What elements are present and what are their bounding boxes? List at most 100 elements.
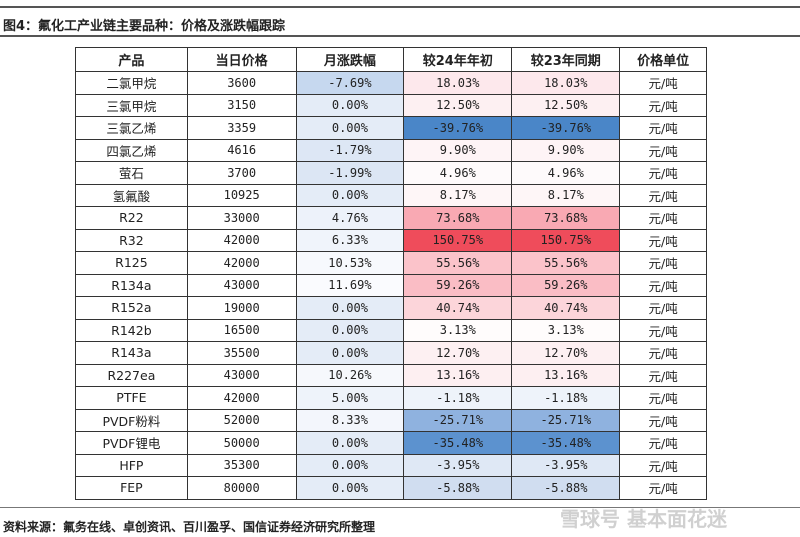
yoy-cell: 55.56% bbox=[511, 251, 621, 275]
table-row: 三氯乙烯 3359 0.00% -39.76% -39.76% 元/吨 bbox=[75, 116, 707, 140]
mom-cell: 0.00% bbox=[295, 341, 405, 365]
mom-cell: 0.00% bbox=[295, 453, 405, 477]
table-header-row: 产品 当日价格 月涨跌幅 较24年年初 较23年同期 价格单位 bbox=[75, 47, 707, 72]
table-row: FEP 80000 0.00% -5.88% -5.88% 元/吨 bbox=[75, 476, 707, 500]
product-cell: 二氯甲烷 bbox=[75, 71, 188, 95]
table-row: 三氯甲烷 3150 0.00% 12.50% 12.50% 元/吨 bbox=[75, 93, 707, 117]
mom-cell: 0.00% bbox=[295, 476, 405, 500]
price-cell: 35300 bbox=[186, 453, 297, 477]
unit-cell: 元/吨 bbox=[619, 476, 707, 500]
mom-cell: 6.33% bbox=[295, 228, 405, 252]
price-cell: 43000 bbox=[186, 363, 297, 387]
yoy-cell: -35.48% bbox=[511, 431, 621, 455]
product-cell: PVDF锂电 bbox=[75, 431, 188, 455]
mom-cell: -1.99% bbox=[295, 161, 405, 185]
table-row: R32 42000 6.33% 150.75% 150.75% 元/吨 bbox=[75, 228, 707, 252]
ytd-cell: 150.75% bbox=[403, 228, 513, 252]
unit-cell: 元/吨 bbox=[619, 206, 707, 230]
bottom-rule bbox=[0, 507, 800, 508]
unit-cell: 元/吨 bbox=[619, 386, 707, 410]
ytd-cell: 59.26% bbox=[403, 273, 513, 297]
table-row: R227ea 43000 10.26% 13.16% 13.16% 元/吨 bbox=[75, 363, 707, 387]
product-cell: 三氯乙烯 bbox=[75, 116, 188, 140]
title-rule bbox=[0, 35, 800, 37]
unit-cell: 元/吨 bbox=[619, 183, 707, 207]
table-row: R134a 43000 11.69% 59.26% 59.26% 元/吨 bbox=[75, 273, 707, 297]
ytd-cell: -25.71% bbox=[403, 408, 513, 432]
ytd-cell: -3.95% bbox=[403, 453, 513, 477]
ytd-cell: -1.18% bbox=[403, 386, 513, 410]
mom-cell: 5.00% bbox=[295, 386, 405, 410]
price-cell: 3700 bbox=[186, 161, 297, 185]
yoy-cell: 59.26% bbox=[511, 273, 621, 297]
table-row: R143a 35500 0.00% 12.70% 12.70% 元/吨 bbox=[75, 341, 707, 365]
price-cell: 80000 bbox=[186, 476, 297, 500]
price-cell: 10925 bbox=[186, 183, 297, 207]
product-cell: 萤石 bbox=[75, 161, 188, 185]
price-cell: 42000 bbox=[186, 251, 297, 275]
product-cell: PTFE bbox=[75, 386, 188, 410]
product-cell: 氢氟酸 bbox=[75, 183, 188, 207]
unit-cell: 元/吨 bbox=[619, 161, 707, 185]
yoy-cell: -3.95% bbox=[511, 453, 621, 477]
unit-cell: 元/吨 bbox=[619, 296, 707, 320]
unit-cell: 元/吨 bbox=[619, 116, 707, 140]
mom-cell: 8.33% bbox=[295, 408, 405, 432]
unit-cell: 元/吨 bbox=[619, 251, 707, 275]
ytd-cell: 55.56% bbox=[403, 251, 513, 275]
product-cell: R134a bbox=[75, 273, 188, 297]
price-table: 产品 当日价格 月涨跌幅 较24年年初 较23年同期 价格单位 二氯甲烷 3600… bbox=[75, 47, 707, 500]
unit-cell: 元/吨 bbox=[619, 408, 707, 432]
mom-cell: 10.53% bbox=[295, 251, 405, 275]
product-cell: R142b bbox=[75, 318, 188, 342]
mom-cell: -1.79% bbox=[295, 138, 405, 162]
table-row: R22 33000 4.76% 73.68% 73.68% 元/吨 bbox=[75, 206, 707, 230]
price-cell: 3600 bbox=[186, 71, 297, 95]
product-cell: R125 bbox=[75, 251, 188, 275]
top-rule bbox=[0, 6, 800, 8]
unit-cell: 元/吨 bbox=[619, 318, 707, 342]
table-row: 四氯乙烯 4616 -1.79% 9.90% 9.90% 元/吨 bbox=[75, 138, 707, 162]
product-cell: 四氯乙烯 bbox=[75, 138, 188, 162]
yoy-cell: 12.50% bbox=[511, 93, 621, 117]
ytd-cell: 9.90% bbox=[403, 138, 513, 162]
mom-cell: 11.69% bbox=[295, 273, 405, 297]
yoy-cell: 9.90% bbox=[511, 138, 621, 162]
price-cell: 3359 bbox=[186, 116, 297, 140]
ytd-cell: 8.17% bbox=[403, 183, 513, 207]
price-cell: 19000 bbox=[186, 296, 297, 320]
unit-cell: 元/吨 bbox=[619, 341, 707, 365]
header-ytd: 较24年年初 bbox=[403, 47, 513, 72]
unit-cell: 元/吨 bbox=[619, 431, 707, 455]
ytd-cell: 73.68% bbox=[403, 206, 513, 230]
ytd-cell: 3.13% bbox=[403, 318, 513, 342]
ytd-cell: 13.16% bbox=[403, 363, 513, 387]
product-cell: R32 bbox=[75, 228, 188, 252]
price-cell: 16500 bbox=[186, 318, 297, 342]
ytd-cell: -39.76% bbox=[403, 116, 513, 140]
yoy-cell: 12.70% bbox=[511, 341, 621, 365]
yoy-cell: -39.76% bbox=[511, 116, 621, 140]
mom-cell: 0.00% bbox=[295, 93, 405, 117]
table-row: R125 42000 10.53% 55.56% 55.56% 元/吨 bbox=[75, 251, 707, 275]
header-unit: 价格单位 bbox=[619, 47, 707, 72]
yoy-cell: 8.17% bbox=[511, 183, 621, 207]
header-price: 当日价格 bbox=[186, 47, 297, 72]
source-note: 资料来源：氟务在线、卓创资讯、百川盈孚、国信证券经济研究所整理 bbox=[3, 520, 376, 534]
price-cell: 3150 bbox=[186, 93, 297, 117]
mom-cell: 0.00% bbox=[295, 183, 405, 207]
table-row: PVDF锂电 50000 0.00% -35.48% -35.48% 元/吨 bbox=[75, 431, 707, 455]
yoy-cell: 13.16% bbox=[511, 363, 621, 387]
mom-cell: 10.26% bbox=[295, 363, 405, 387]
header-product: 产品 bbox=[75, 47, 188, 72]
table-row: PTFE 42000 5.00% -1.18% -1.18% 元/吨 bbox=[75, 386, 707, 410]
yoy-cell: -25.71% bbox=[511, 408, 621, 432]
product-cell: PVDF粉料 bbox=[75, 408, 188, 432]
mom-cell: 0.00% bbox=[295, 318, 405, 342]
yoy-cell: 18.03% bbox=[511, 71, 621, 95]
figure-title: 图4：氟化工产业链主要品种：价格及涨跌幅跟踪 bbox=[3, 19, 286, 34]
table-row: R152a 19000 0.00% 40.74% 40.74% 元/吨 bbox=[75, 296, 707, 320]
unit-cell: 元/吨 bbox=[619, 138, 707, 162]
table-row: R142b 16500 0.00% 3.13% 3.13% 元/吨 bbox=[75, 318, 707, 342]
ytd-cell: 4.96% bbox=[403, 161, 513, 185]
